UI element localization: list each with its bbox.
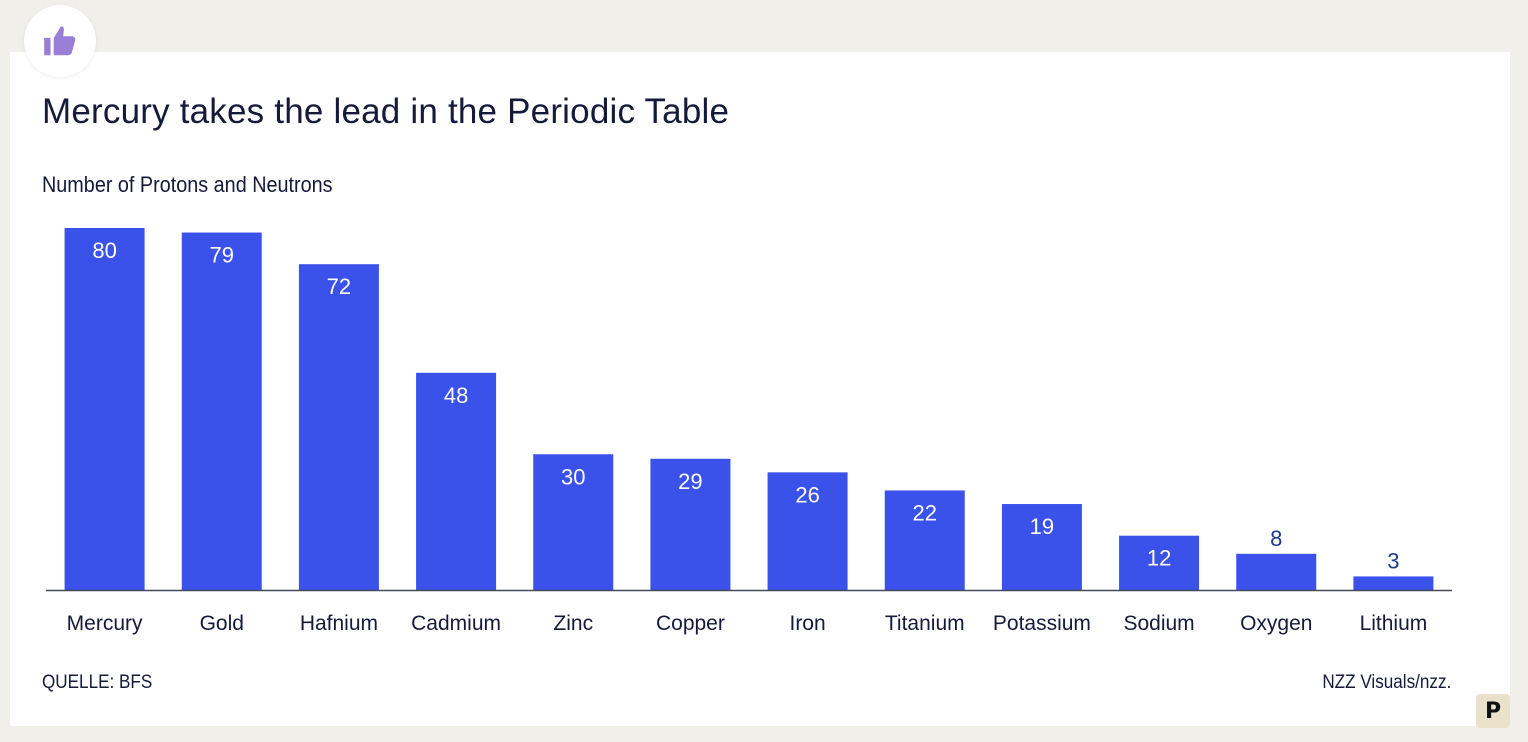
like-button[interactable] (24, 5, 96, 77)
chart-title: Mercury takes the lead in the Periodic T… (42, 92, 730, 131)
chart-subtitle: Number of Protons and Neutrons (42, 172, 333, 197)
credit-note: NZZ Visuals/nzz. (1322, 672, 1451, 693)
thumbs-up-icon (44, 26, 76, 56)
source-note: QUELLE: BFS (42, 672, 153, 693)
p-badge[interactable]: P (1476, 694, 1510, 728)
chart-card (10, 52, 1510, 726)
